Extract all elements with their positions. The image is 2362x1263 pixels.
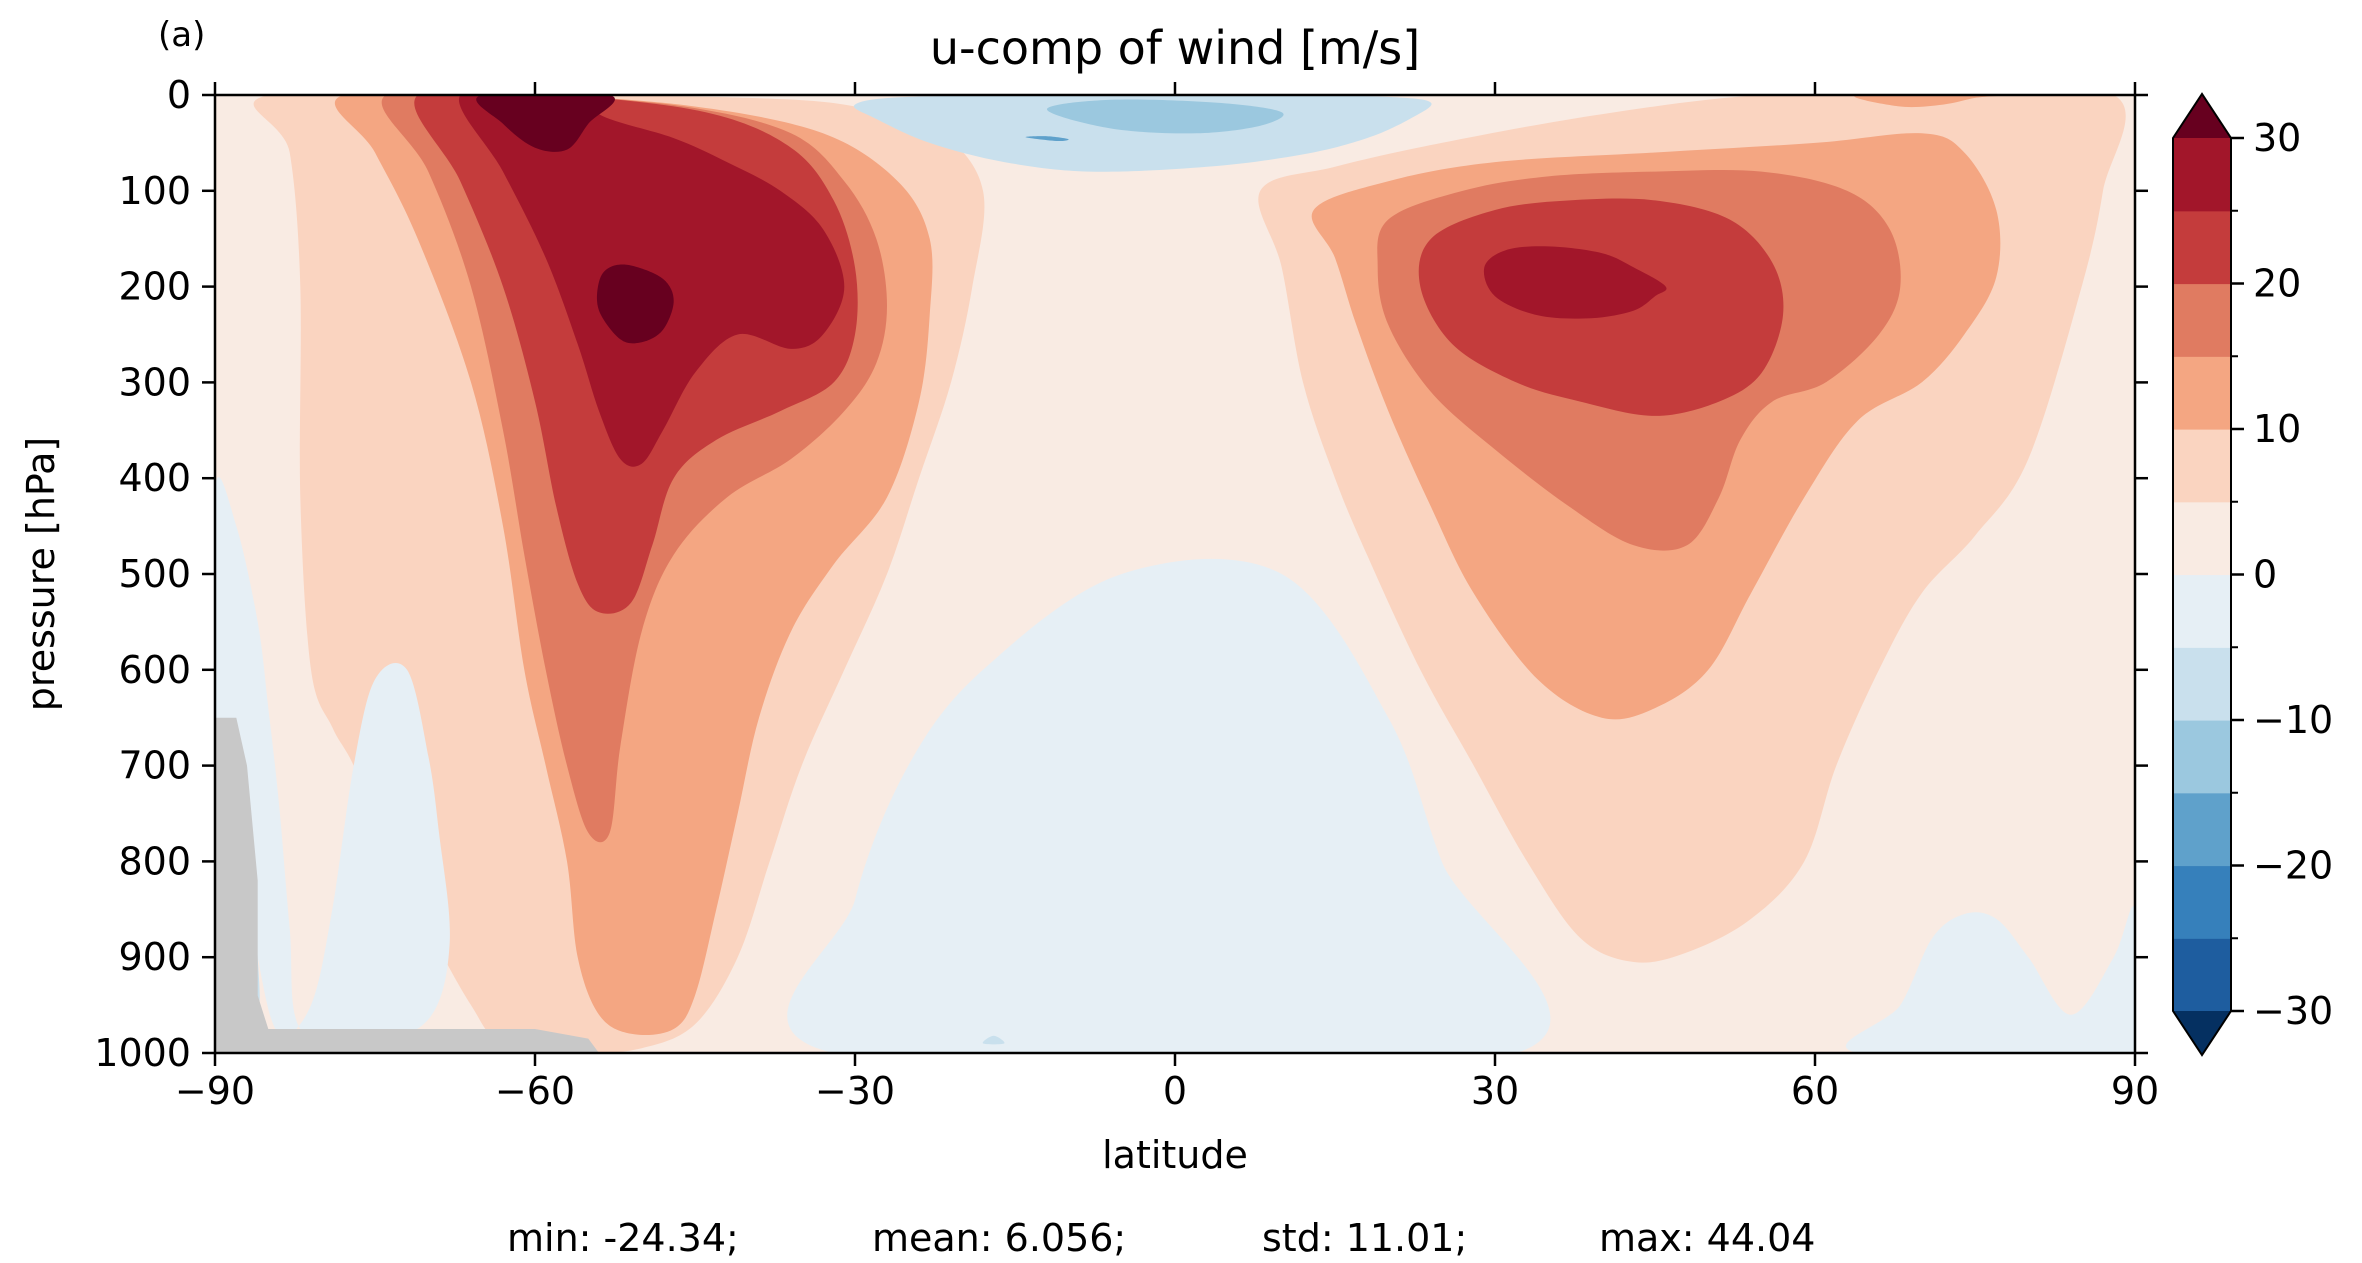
colorbar-band bbox=[2173, 792, 2231, 867]
colorbar-tick-label: 20 bbox=[2253, 262, 2301, 306]
x-tick-label: 0 bbox=[1163, 1069, 1187, 1113]
colorbar-band bbox=[2173, 720, 2231, 794]
contour-tropical-surface-easterly bbox=[787, 558, 1551, 1053]
contour-northern-jet-25 bbox=[1483, 246, 1667, 319]
plot-area bbox=[215, 95, 2135, 1053]
panel-label: (a) bbox=[158, 15, 205, 55]
colorbar-tick-label: 0 bbox=[2253, 553, 2277, 597]
colorbar-band bbox=[2173, 647, 2231, 721]
x-axis: −90 −60 −30 0 30 60 90 bbox=[175, 82, 2159, 1113]
contour-tropical-easterly-minus15 bbox=[1025, 136, 1069, 142]
colorbar-band bbox=[2173, 938, 2231, 1012]
stat-min: min: -24.34; bbox=[507, 1216, 739, 1260]
y-tick-label: 900 bbox=[118, 935, 191, 979]
colorbar-band bbox=[2173, 429, 2231, 503]
stat-mean: mean: 6.056; bbox=[872, 1216, 1126, 1260]
colorbar-band bbox=[2173, 865, 2231, 939]
y-axis: 0 100 200 300 400 500 600 700 800 900 1000 bbox=[94, 73, 2148, 1075]
contour-antarctic-easterly bbox=[215, 477, 450, 1045]
contour-southern-jet-30-core bbox=[596, 264, 674, 344]
colorbar-tick-label: 30 bbox=[2253, 116, 2301, 160]
colorbar-tick-label: −30 bbox=[2253, 989, 2333, 1033]
stat-max: max: 44.04 bbox=[1599, 1216, 1815, 1260]
colorbar-band bbox=[2173, 138, 2231, 212]
y-tick-label: 400 bbox=[118, 456, 191, 500]
x-tick-label: 90 bbox=[2111, 1069, 2159, 1113]
colorbar: 30 20 10 0 −10 −20 −30 bbox=[2172, 92, 2333, 1057]
y-tick-label: 600 bbox=[118, 648, 191, 692]
y-tick-label: 100 bbox=[118, 169, 191, 213]
colorbar-band bbox=[2173, 283, 2231, 357]
x-axis-label: latitude bbox=[1102, 1133, 1248, 1177]
chart-title: u-comp of wind [m/s] bbox=[930, 21, 1420, 75]
y-tick-label: 1000 bbox=[94, 1031, 191, 1075]
y-tick-label: 700 bbox=[118, 744, 191, 788]
x-tick-label: 60 bbox=[1791, 1069, 1839, 1113]
contour-tropical-easterly-minus10 bbox=[1047, 99, 1284, 134]
colorbar-extend-max bbox=[2173, 94, 2231, 138]
contour-tropical-surface-dot bbox=[982, 1035, 1005, 1045]
colorbar-band bbox=[2173, 210, 2231, 285]
x-tick-label: −30 bbox=[815, 1069, 895, 1113]
colorbar-extend-min bbox=[2173, 1011, 2231, 1055]
colorbar-tick-label: −10 bbox=[2253, 698, 2333, 742]
colorbar-tick-label: 10 bbox=[2253, 407, 2301, 451]
colorbar-tick-label: −20 bbox=[2253, 844, 2333, 888]
colorbar-band bbox=[2173, 501, 2231, 576]
y-tick-label: 800 bbox=[118, 839, 191, 883]
y-tick-label: 300 bbox=[118, 360, 191, 404]
y-tick-label: 0 bbox=[167, 73, 191, 117]
colorbar-band bbox=[2173, 356, 2231, 430]
topography-mask bbox=[215, 717, 599, 1053]
contour-tropical-easterly-minus5 bbox=[853, 95, 1432, 172]
contour-southern-jet-30-top bbox=[476, 95, 615, 152]
contour-northern-polar-5 bbox=[1746, 95, 2063, 119]
x-tick-label: −60 bbox=[495, 1069, 575, 1113]
stat-std: std: 11.01; bbox=[1262, 1216, 1467, 1260]
contour-northern-polar-10 bbox=[1854, 95, 2003, 108]
statistics-line: min: -24.34; mean: 6.056; std: 11.01; ma… bbox=[507, 1216, 1815, 1260]
y-axis-label: pressure [hPa] bbox=[19, 437, 63, 711]
contour-arctic-easterly bbox=[1846, 906, 2135, 1053]
x-tick-label: 30 bbox=[1471, 1069, 1519, 1113]
colorbar-band bbox=[2173, 574, 2231, 648]
x-tick-label: −90 bbox=[175, 1069, 255, 1113]
y-tick-label: 500 bbox=[118, 552, 191, 596]
y-tick-label: 200 bbox=[118, 265, 191, 309]
